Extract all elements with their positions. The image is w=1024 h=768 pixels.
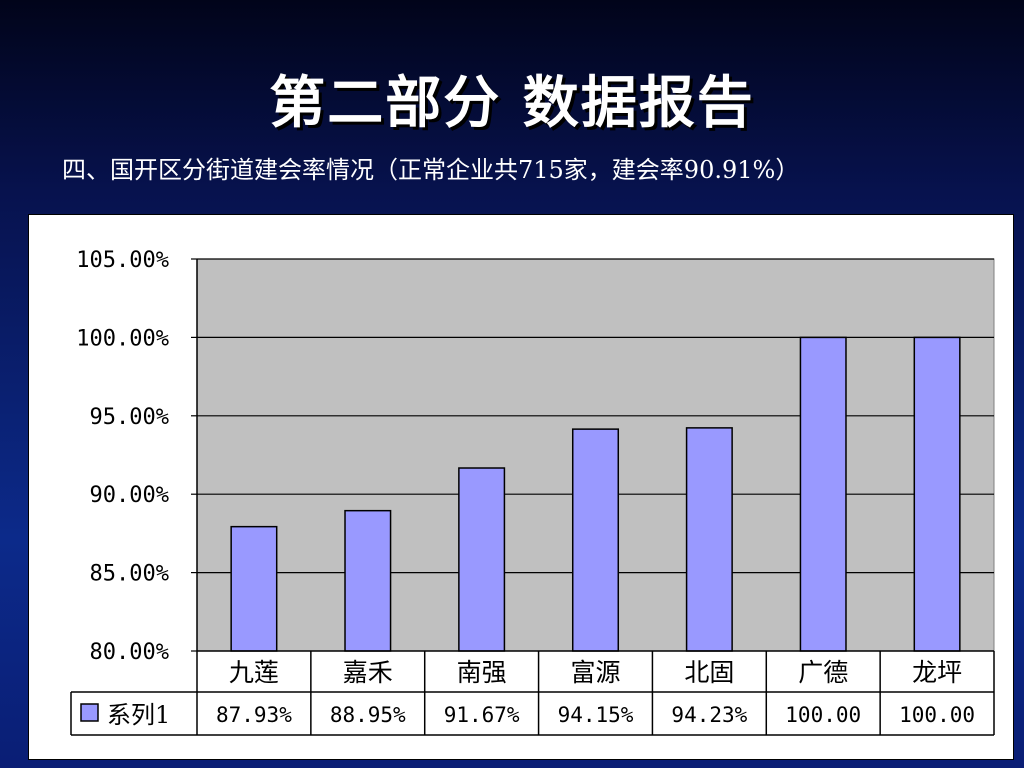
bar-南强 xyxy=(458,467,506,652)
y-tick-label: 80.00% xyxy=(90,640,169,665)
category-label: 南强 xyxy=(457,658,507,687)
legend-swatch xyxy=(80,703,99,722)
data-label: 94.23% xyxy=(671,703,747,727)
data-label: 94.15% xyxy=(558,703,634,727)
bar-北固 xyxy=(685,427,733,652)
chart-container: 80.00% 85.00% 90.00% 95.00% 100.00% 105.00% 九… xyxy=(28,214,1014,760)
y-tick-label: 95.00% xyxy=(90,405,169,430)
data-label: 91.67% xyxy=(444,703,520,727)
data-label: 87.93% xyxy=(216,703,292,727)
data-label: 100.00 xyxy=(899,703,975,727)
y-tick-label: 105.00% xyxy=(76,248,169,273)
category-label: 北固 xyxy=(684,658,734,687)
bar-富源 xyxy=(571,428,620,652)
category-label: 龙坪 xyxy=(912,658,962,687)
slide-subtitle: 四、国开区分街道建会率情况（正常企业共715家，建会率90.91%） xyxy=(62,156,800,184)
bar-广德 xyxy=(799,336,847,652)
bar-九莲 xyxy=(230,525,278,652)
slide-title: 第二部分 数据报告 xyxy=(269,70,755,136)
bar-龙坪 xyxy=(913,336,961,652)
legend-label: 系列1 xyxy=(107,701,170,729)
data-label: 88.95% xyxy=(330,703,406,727)
category-label: 九莲 xyxy=(229,658,279,687)
category-label: 广德 xyxy=(798,658,848,687)
y-tick-label: 100.00% xyxy=(76,326,169,351)
bar-嘉禾 xyxy=(344,509,392,652)
data-label: 100.00 xyxy=(785,703,861,727)
y-tick-label: 90.00% xyxy=(90,483,169,508)
bar-chart: 80.00% 85.00% 90.00% 95.00% 100.00% 105.00% 九… xyxy=(70,248,995,736)
y-tick-label: 85.00% xyxy=(90,562,169,587)
category-label: 富源 xyxy=(570,658,620,687)
category-label: 嘉禾 xyxy=(343,658,393,687)
